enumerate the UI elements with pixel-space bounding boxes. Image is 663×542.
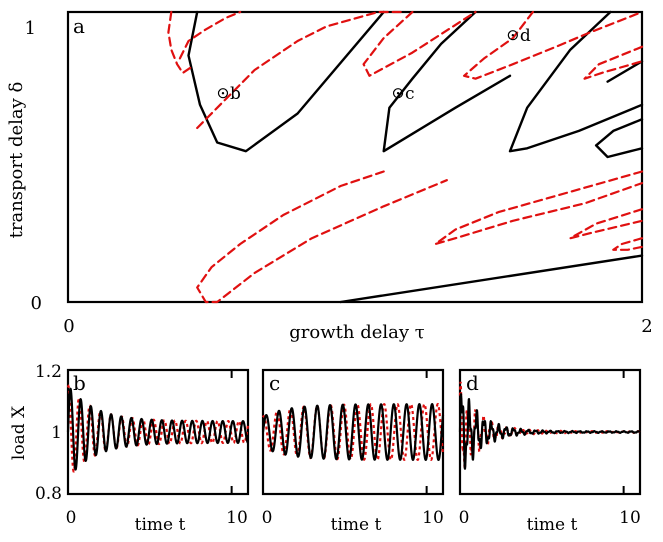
- black-solid-curve-1: [187, 10, 385, 153]
- red-dashed-curve-9: [196, 170, 448, 304]
- black-solid-series: [66, 387, 249, 471]
- panel-c-curves: [261, 370, 445, 494]
- point-marker-d: [507, 30, 518, 41]
- panel-b-curves: [66, 370, 250, 494]
- black-solid-series: [261, 403, 445, 461]
- point-label-b: b: [230, 84, 241, 104]
- black-solid-curve-4: [606, 60, 644, 83]
- panel-a-frame: [66, 10, 644, 304]
- panel-d: d 0 10 time t: [458, 368, 642, 535]
- red-dashed-curve-6: [167, 10, 193, 75]
- black-solid-curve-3: [508, 10, 644, 153]
- x-tick-label: 0: [262, 508, 273, 528]
- x-tick-label: 0: [63, 316, 74, 337]
- black-solid-curve-2: [382, 10, 512, 153]
- panel-a-points: b c d: [217, 26, 531, 104]
- panel-d-label: d: [466, 371, 479, 395]
- panel-b-label: b: [73, 371, 86, 395]
- red-dashed-curve-14: [583, 45, 644, 80]
- black-solid-curve-5: [594, 118, 644, 159]
- red-dashed-curve-8: [178, 10, 242, 60]
- point-dot-d: [511, 34, 515, 37]
- point-marker-c: [392, 88, 404, 99]
- x-tick-label: 10: [422, 508, 444, 528]
- point-label-c: c: [405, 84, 415, 104]
- panel-a-curves: [167, 10, 644, 304]
- y-tick-label: 1.2: [35, 362, 62, 382]
- y-tick-label: 0.8: [35, 484, 62, 504]
- red-dashed-curve-12: [463, 10, 644, 80]
- y-tick-label: 0: [31, 293, 42, 314]
- panel-a-label: a: [73, 14, 85, 38]
- red-dashed-curve-7: [196, 10, 402, 130]
- red-dashed-curve-15: [612, 237, 644, 251]
- x-axis-label: time t: [135, 515, 186, 535]
- point-marker-b: [217, 88, 229, 99]
- x-axis-label: time t: [527, 515, 578, 535]
- red-dashed-curve-13: [569, 208, 644, 240]
- panel-c: c 0 10 time t: [261, 368, 445, 535]
- black-solid-curve-0: [339, 254, 644, 304]
- x-tick-label: 10: [619, 508, 641, 528]
- panel-a: b c d a 1 0 0 2 growth delay τ transport d…: [6, 10, 653, 343]
- point-dot-b: [221, 92, 225, 95]
- x-tick-label: 0: [66, 508, 77, 528]
- point-label-d: d: [520, 26, 531, 46]
- y-tick-label: 1: [25, 18, 36, 39]
- red-dashed-curve-10: [362, 10, 477, 77]
- red-dotted-series: [261, 402, 445, 461]
- x-tick-label: 2: [641, 316, 652, 337]
- x-tick-label: 0: [459, 508, 470, 528]
- panel-c-label: c: [269, 371, 280, 395]
- red-dotted-series: [458, 381, 641, 470]
- panel-b: b 1.2 1 0.8 load X 0 10 time t: [9, 362, 250, 535]
- panel-d-curves: [458, 370, 641, 494]
- y-axis-label: transport delay δ: [6, 82, 27, 239]
- x-axis-label: time t: [331, 515, 382, 535]
- x-tick-label: 10: [226, 508, 248, 528]
- y-tick-label: 1: [51, 423, 62, 443]
- y-axis-label: load X: [9, 405, 29, 460]
- black-solid-series: [458, 393, 641, 470]
- point-dot-c: [396, 92, 400, 95]
- red-dashed-curve-11: [434, 170, 644, 246]
- x-axis-label: growth delay τ: [289, 322, 424, 343]
